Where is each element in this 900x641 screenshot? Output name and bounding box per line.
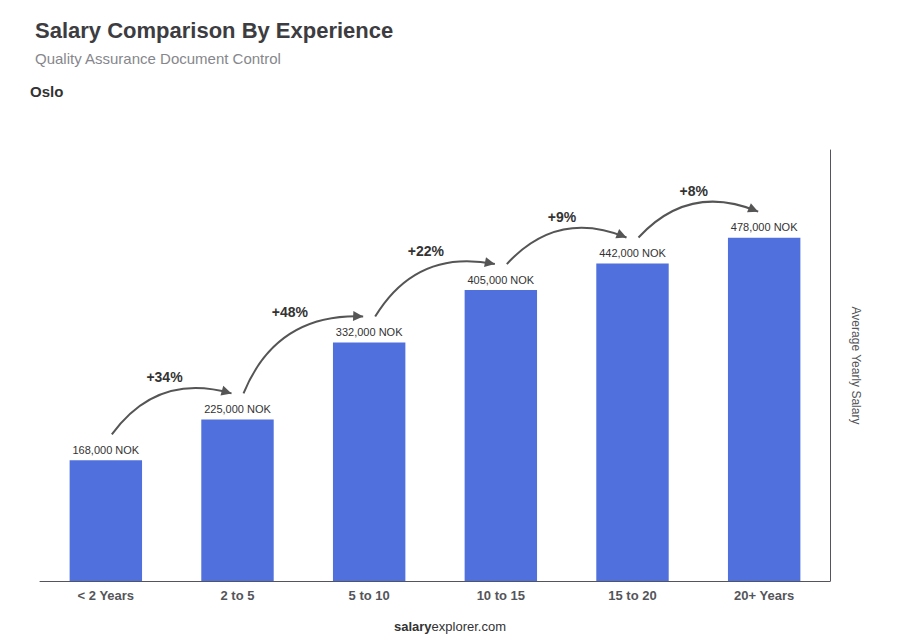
svg-text:Average Yearly Salary: Average Yearly Salary: [849, 307, 863, 425]
svg-text:332,000 NOK: 332,000 NOK: [336, 326, 403, 338]
svg-text:Salary Comparison By Experienc: Salary Comparison By Experience: [35, 18, 393, 43]
svg-text:10 to 15: 10 to 15: [477, 588, 525, 603]
svg-text:2 to 5: 2 to 5: [221, 588, 255, 603]
svg-text:+48%: +48%: [272, 304, 309, 320]
svg-text:20+ Years: 20+ Years: [734, 588, 794, 603]
svg-text:+22%: +22%: [408, 243, 445, 259]
svg-text:168,000 NOK: 168,000 NOK: [73, 444, 140, 456]
svg-text:salary: salary: [394, 619, 432, 634]
svg-text:405,000 NOK: 405,000 NOK: [468, 274, 535, 286]
svg-text:explorer.com: explorer.com: [432, 619, 506, 634]
svg-text:Quality Assurance Document Con: Quality Assurance Document Control: [35, 50, 281, 67]
svg-text:+8%: +8%: [680, 183, 709, 199]
svg-text:442,000 NOK: 442,000 NOK: [599, 247, 666, 259]
svg-text:+9%: +9%: [548, 209, 577, 225]
svg-text:5 to 10: 5 to 10: [349, 588, 390, 603]
svg-text:225,000 NOK: 225,000 NOK: [204, 403, 271, 415]
svg-text:478,000 NOK: 478,000 NOK: [731, 221, 798, 233]
svg-text:Oslo: Oslo: [30, 83, 63, 100]
svg-text:+34%: +34%: [146, 369, 183, 385]
svg-text:< 2 Years: < 2 Years: [78, 588, 135, 603]
svg-text:15 to 20: 15 to 20: [608, 588, 656, 603]
